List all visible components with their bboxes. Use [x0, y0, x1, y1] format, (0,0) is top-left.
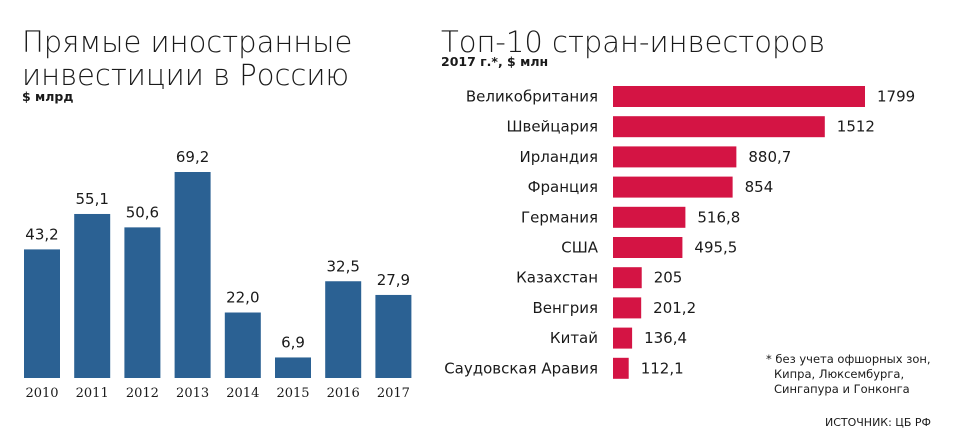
right-country-label: Швейцария [506, 118, 598, 136]
footnote: * без учета офшорных зон, Кипра, Люксемб… [766, 352, 931, 396]
right-bar-3 [613, 146, 737, 168]
footnote-line-2: Кипра, Люксембурга, [774, 367, 904, 381]
right-bar-5 [613, 206, 686, 228]
left-year-label: 2012 [126, 386, 159, 401]
right-bar-value-label: 201,2 [653, 299, 696, 317]
left-chart-bars: 43,2 2010 55,1 2011 50,6 2012 69,2 2013 22,0 2014… [24, 148, 412, 401]
right-bar-value-label: 205 [654, 269, 683, 287]
left-bar-2014 [224, 312, 261, 378]
left-year-label: 2010 [25, 386, 58, 401]
right-country-label: Венгрия [532, 299, 598, 317]
right-bar-8 [613, 297, 642, 319]
left-year-label: 2015 [276, 386, 309, 401]
left-year-label: 2013 [176, 386, 209, 401]
left-bar-2011 [74, 213, 111, 378]
left-year-label: 2017 [377, 386, 410, 401]
left-bar-value-label: 50,6 [126, 203, 159, 221]
left-bar-2013 [174, 172, 211, 378]
right-country-label: США [561, 239, 599, 257]
right-bar-7 [613, 267, 642, 289]
footnote-line-3: Сингапура и Гонконга [774, 382, 910, 396]
right-bar-10 [613, 357, 629, 379]
right-bar-value-label: 495,5 [694, 239, 737, 257]
left-bar-2012 [124, 227, 161, 378]
right-chart-subtitle: 2017 г.*, $ млн [441, 54, 548, 69]
right-country-label: Великобритания [466, 88, 598, 106]
right-bar-value-label: 854 [745, 178, 774, 196]
left-bar-value-label: 32,5 [326, 257, 359, 275]
left-chart-title-line-1: Прямые иностранные [22, 25, 352, 59]
left-bar-value-label: 43,2 [25, 225, 58, 243]
right-chart-bars: Великобритания 1799 Швейцария 1512 Ирландия 8… [444, 86, 915, 379]
left-year-label: 2016 [327, 386, 360, 401]
left-chart-unit: $ млрд [22, 89, 73, 104]
left-bar-2016 [325, 281, 362, 378]
left-chart-title: Прямые иностранные инвестиции в Россию [22, 25, 352, 92]
right-bar-9 [613, 327, 633, 349]
right-bar-2 [613, 116, 825, 138]
right-country-label: Германия [521, 208, 598, 226]
left-bar-2010 [24, 249, 60, 378]
right-country-label: Китай [550, 329, 598, 347]
left-year-label: 2014 [226, 386, 259, 401]
right-bar-value-label: 880,7 [748, 148, 791, 166]
footnote-line-1: * без учета офшорных зон, [766, 352, 931, 366]
right-bar-value-label: 136,4 [644, 329, 687, 347]
source-note: ИСТОЧНИК: ЦБ РФ [825, 416, 931, 429]
left-bar-2015 [275, 357, 311, 378]
left-bar-value-label: 27,9 [377, 271, 410, 289]
left-year-label: 2011 [76, 386, 109, 401]
left-chart-title-line-2: инвестиции в Россию [22, 58, 349, 92]
left-bar-2017 [375, 294, 412, 378]
right-bar-value-label: 516,8 [697, 208, 740, 226]
right-bar-6 [613, 237, 683, 258]
right-bar-value-label: 112,1 [641, 359, 684, 377]
right-bar-4 [613, 176, 733, 198]
right-bar-value-label: 1512 [837, 118, 875, 136]
right-chart-title: Топ-10 стран-инвесторов [441, 25, 825, 59]
right-bar-value-label: 1799 [877, 88, 915, 106]
right-country-label: Саудовская Аравия [444, 359, 598, 377]
right-country-label: Франция [528, 178, 598, 196]
left-bar-value-label: 22,0 [226, 289, 259, 307]
right-bar-1 [613, 86, 865, 107]
left-bar-value-label: 55,1 [75, 190, 108, 208]
left-bar-value-label: 6,9 [281, 333, 305, 351]
left-bar-value-label: 69,2 [176, 148, 209, 166]
right-country-label: Казахстан [516, 269, 598, 287]
right-country-label: Ирландия [520, 148, 598, 166]
